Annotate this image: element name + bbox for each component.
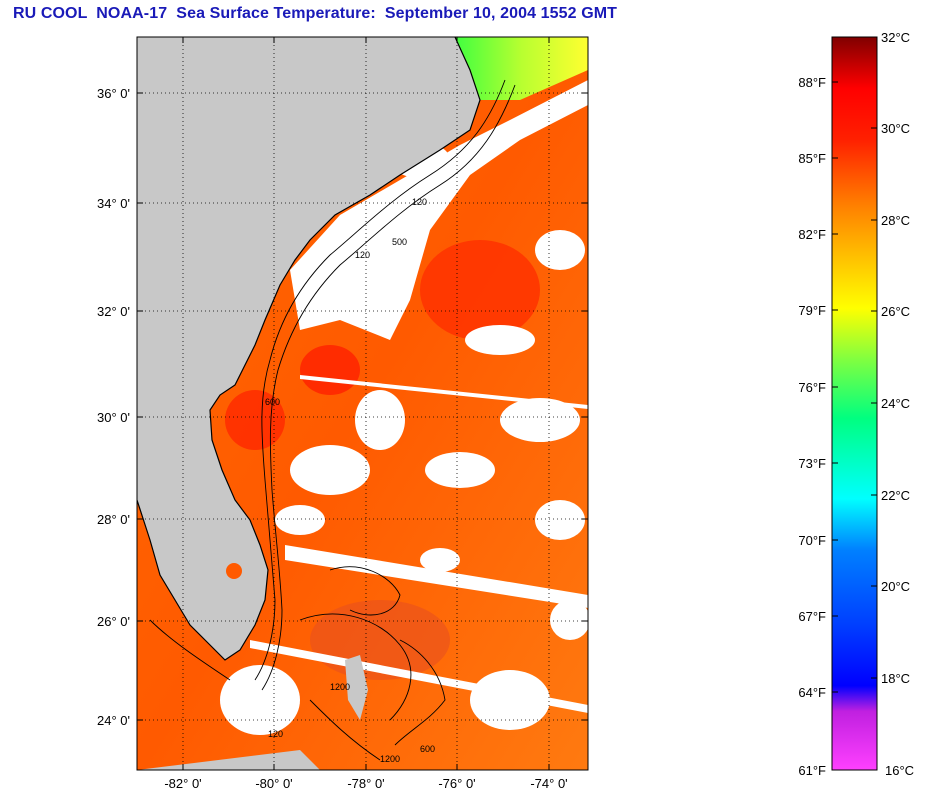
coastline (137, 37, 481, 661)
longitude-labels: -82° 0' -80° 0' -78° 0' -76° 0' -74° 0' (164, 776, 567, 791)
celsius-label: 22°C (881, 488, 910, 503)
lon-label: -78° 0' (347, 776, 384, 791)
fahrenheit-label: 79°F (798, 303, 826, 318)
celsius-label: 20°C (881, 579, 910, 594)
contour-labels: 120 500 120 600 1200 1200 120 600 (265, 197, 435, 764)
svg-text:500: 500 (392, 237, 407, 247)
lon-label: -80° 0' (255, 776, 292, 791)
cloud-band (290, 80, 588, 340)
lat-label: 26° 0' (97, 614, 130, 629)
fahrenheit-label: 70°F (798, 533, 826, 548)
colorbar-ticks (832, 81, 877, 693)
lat-label: 34° 0' (97, 196, 130, 211)
celsius-label: 18°C (881, 671, 910, 686)
svg-text:1200: 1200 (330, 682, 350, 692)
lon-label: -76° 0' (438, 776, 475, 791)
bathymetry-contours (149, 79, 516, 761)
map-imagery: 120 500 120 600 1200 1200 120 600 (137, 37, 588, 770)
fahrenheit-label: 73°F (798, 456, 826, 471)
cool-water-region (455, 37, 588, 100)
axis-ticks (137, 37, 588, 770)
lat-label: 24° 0' (97, 713, 130, 728)
svg-text:120: 120 (412, 197, 427, 207)
celsius-label: 32°C (881, 30, 910, 45)
lat-label: 30° 0' (97, 410, 130, 425)
fahrenheit-label: 88°F (798, 75, 826, 90)
lon-label: -82° 0' (164, 776, 201, 791)
svg-text:120: 120 (268, 729, 283, 739)
lat-label: 36° 0' (97, 86, 130, 101)
colorbar-scale (831, 36, 878, 771)
lat-label: 32° 0' (97, 304, 130, 319)
fahrenheit-label: 82°F (798, 227, 826, 242)
svg-text:120: 120 (355, 250, 370, 260)
swath-streak (300, 375, 588, 409)
colorbar-celsius-labels: 32°C 30°C 28°C 26°C 24°C 22°C 20°C 18°C … (881, 30, 914, 778)
celsius-label: 30°C (881, 121, 910, 136)
swath-streak (250, 640, 588, 713)
lon-label: -74° 0' (530, 776, 567, 791)
svg-text:600: 600 (420, 744, 435, 754)
fahrenheit-label: 67°F (798, 609, 826, 624)
land-mass (137, 37, 480, 660)
bahamas-island (345, 655, 368, 720)
latitude-labels: 36° 0' 34° 0' 32° 0' 30° 0' 28° 0' 26° 0… (97, 86, 130, 728)
fahrenheit-label: 76°F (798, 380, 826, 395)
fahrenheit-label: 61°F (798, 763, 826, 778)
celsius-label: 16°C (885, 763, 914, 778)
celsius-label: 26°C (881, 304, 910, 319)
celsius-label: 28°C (881, 213, 910, 228)
warm-patch (300, 345, 360, 395)
swath-streak (285, 545, 588, 608)
svg-text:1200: 1200 (380, 754, 400, 764)
lake-okeechobee (226, 563, 242, 579)
svg-text:600: 600 (265, 397, 280, 407)
colorbar-fahrenheit-labels: 88°F 85°F 82°F 79°F 76°F 73°F 70°F 67°F … (798, 75, 826, 778)
warm-patch (420, 240, 540, 340)
fahrenheit-label: 64°F (798, 685, 826, 700)
lat-label: 28° 0' (97, 512, 130, 527)
fahrenheit-label: 85°F (798, 151, 826, 166)
map-frame (136, 36, 589, 771)
celsius-label: 24°C (881, 396, 910, 411)
figure-title: RU COOL NOAA-17 Sea Surface Temperature:… (13, 5, 618, 22)
